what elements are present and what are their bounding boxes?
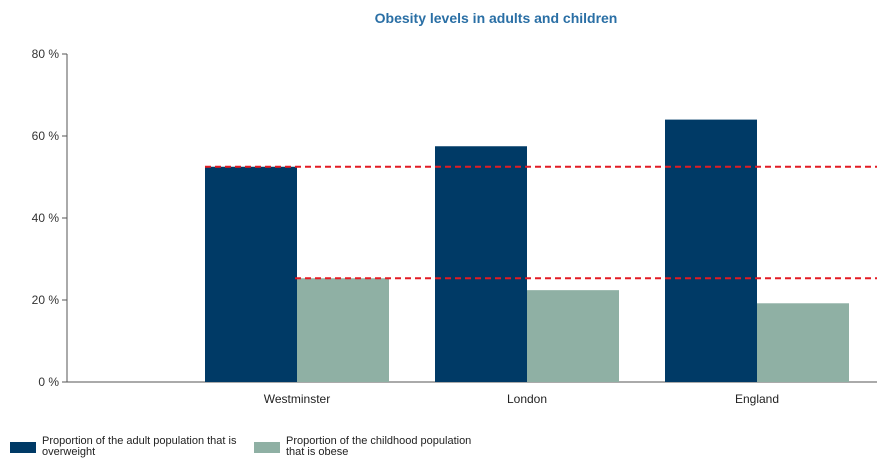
legend-item-adult: Proportion of the adult population that …: [10, 436, 242, 458]
y-tick-label: 80 %: [32, 47, 60, 61]
y-tick-label: 40 %: [32, 211, 60, 225]
legend: Proportion of the adult population that …: [10, 436, 486, 458]
bar-westminster-adult: [205, 166, 297, 382]
legend-label-child: Proportion of the childhood population t…: [286, 435, 472, 458]
category-label-london: London: [507, 392, 547, 406]
bar-england-child: [757, 303, 849, 382]
chart-title: Obesity levels in adults and children: [375, 10, 618, 26]
bars: [205, 119, 849, 382]
bar-london-child: [527, 290, 619, 382]
y-tick-label: 60 %: [32, 129, 60, 143]
bar-westminster-child: [297, 278, 389, 382]
legend-label-adult: Proportion of the adult population that …: [42, 435, 237, 458]
y-tick-label: 20 %: [32, 293, 60, 307]
reference-lines: [205, 165, 877, 280]
legend-item-child: Proportion of the childhood population t…: [254, 436, 486, 458]
bar-england-adult: [665, 119, 757, 382]
bar-london-adult: [435, 146, 527, 382]
category-labels: Westminster London England: [264, 392, 779, 406]
legend-swatch-adult: [10, 442, 36, 453]
y-tick-label: 0 %: [38, 375, 59, 389]
category-label-england: England: [735, 392, 779, 406]
category-label-westminster: Westminster: [264, 392, 330, 406]
legend-swatch-child: [254, 442, 280, 453]
